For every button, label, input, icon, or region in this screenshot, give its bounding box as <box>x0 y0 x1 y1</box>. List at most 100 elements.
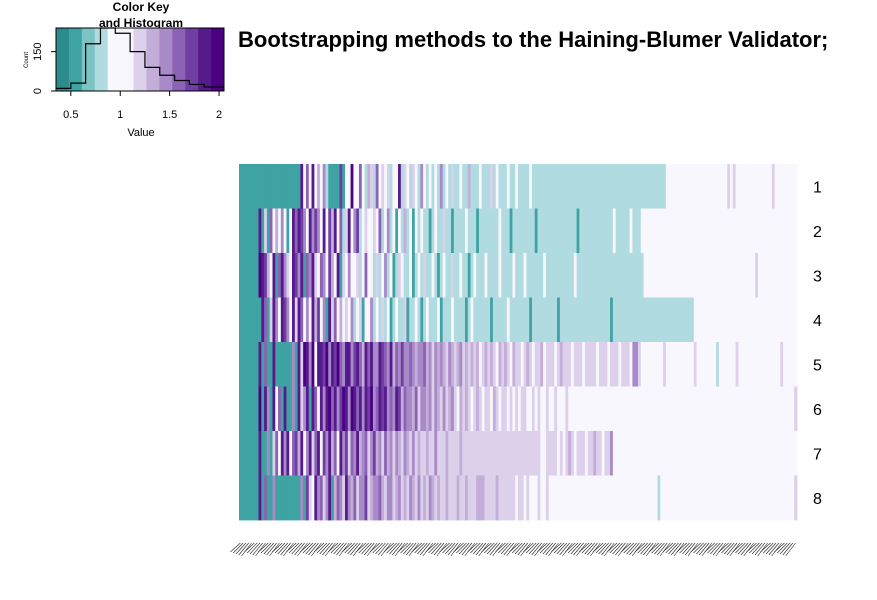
heatmap-cell <box>769 431 773 476</box>
heatmap-cell <box>464 208 469 254</box>
heatmap-cell <box>331 297 335 343</box>
heatmap-cell <box>749 386 753 432</box>
heatmap-cell <box>766 297 770 343</box>
heatmap-cell <box>526 431 530 476</box>
heatmap-column-label <box>405 542 417 556</box>
heatmap-cell <box>364 342 368 387</box>
heatmap-cell <box>518 164 522 209</box>
heatmap-cell <box>576 208 580 254</box>
heatmap-cell <box>381 164 385 209</box>
heatmap-cell <box>543 431 547 476</box>
heatmap-cell <box>261 253 265 298</box>
heatmap-cell <box>721 431 725 476</box>
heatmap-cell <box>559 208 564 254</box>
heatmap-cell <box>280 431 285 476</box>
heatmap-cell <box>428 253 432 298</box>
heatmap-cell <box>481 253 485 298</box>
heatmap-cell <box>484 386 488 432</box>
heatmap-cell <box>682 431 686 476</box>
heatmap-cell <box>743 164 748 209</box>
heatmap-cell <box>771 208 776 254</box>
heatmap-cell <box>478 386 483 432</box>
heatmap-cell <box>294 342 298 387</box>
heatmap-cell <box>448 253 452 298</box>
heatmap-cell <box>746 164 750 209</box>
heatmap-cell <box>596 297 600 343</box>
heatmap-cell <box>453 386 458 432</box>
heatmap-cell <box>252 208 257 254</box>
heatmap-cell <box>239 253 243 298</box>
heatmap-cell <box>520 253 524 298</box>
heatmap-cell <box>587 208 591 254</box>
heatmap-cell <box>643 386 647 432</box>
heatmap-cell <box>657 475 661 521</box>
heatmap-column-label <box>277 542 289 555</box>
heatmap-column-label <box>517 542 528 556</box>
heatmap-cell <box>403 342 407 387</box>
heatmap-cell <box>632 431 636 476</box>
heatmap-cell <box>241 475 245 521</box>
heatmap-cell <box>643 297 647 343</box>
heatmap-cell <box>345 475 349 521</box>
heatmap-cell <box>445 475 449 521</box>
heatmap-column-label <box>336 542 347 556</box>
heatmap-cell <box>317 475 321 521</box>
heatmap-cell <box>451 208 455 254</box>
heatmap-cell <box>590 164 594 209</box>
heatmap-column-label <box>553 542 565 554</box>
heatmap-cell <box>358 208 363 254</box>
heatmap-cell <box>576 342 580 387</box>
heatmap-cell <box>423 342 427 387</box>
heatmap-cell <box>308 208 312 254</box>
heatmap-cell <box>727 431 731 476</box>
heatmap-cell <box>358 475 363 521</box>
heatmap-cell <box>239 386 243 432</box>
heatmap-cell <box>409 386 413 432</box>
heatmap-cell <box>386 342 391 387</box>
heatmap-cell <box>629 431 633 476</box>
heatmap-column-label <box>355 542 367 553</box>
heatmap-cell <box>445 164 449 209</box>
heatmap-cell <box>663 386 667 432</box>
heatmap-column-label <box>439 542 450 553</box>
heatmap-cell <box>660 253 664 298</box>
heatmap-cell <box>774 342 778 387</box>
heatmap-cell <box>462 253 466 298</box>
heatmap-cell <box>456 297 460 343</box>
heatmap-cell <box>643 253 647 298</box>
heatmap-cell <box>314 475 318 521</box>
heatmap-cell <box>345 208 349 254</box>
heatmap-cell <box>481 164 485 209</box>
heatmap-column-label <box>779 542 791 555</box>
heatmap-cell <box>543 253 547 298</box>
heatmap-cell <box>668 297 672 343</box>
heatmap-cell <box>462 342 466 387</box>
heatmap-cell <box>353 208 357 254</box>
heatmap-cell <box>261 297 265 343</box>
heatmap-cell <box>417 342 421 387</box>
heatmap-column-label <box>676 542 687 553</box>
heatmap-cell <box>258 164 262 209</box>
heatmap-cell <box>448 208 452 254</box>
heatmap-cell <box>241 431 245 476</box>
heatmap-column-label <box>428 542 439 554</box>
heatmap-cell <box>732 297 737 343</box>
heatmap-cells <box>239 164 798 521</box>
heatmap-cell <box>604 164 608 209</box>
heatmap-cell <box>453 342 458 387</box>
heatmap-cell <box>624 431 628 476</box>
heatmap-cell <box>707 342 711 387</box>
heatmap-cell <box>732 342 737 387</box>
heatmap-cell <box>632 297 636 343</box>
heatmap-cell <box>635 431 639 476</box>
heatmap-cell <box>364 431 368 476</box>
heatmap-cell <box>557 297 561 343</box>
heatmap-cell <box>755 475 759 521</box>
heatmap-column-label <box>280 542 291 556</box>
heatmap-cell <box>255 386 259 432</box>
heatmap-cell <box>718 342 723 387</box>
heatmap-cell <box>462 164 466 209</box>
heatmap-cell <box>308 342 312 387</box>
heatmap-cell <box>247 297 251 343</box>
